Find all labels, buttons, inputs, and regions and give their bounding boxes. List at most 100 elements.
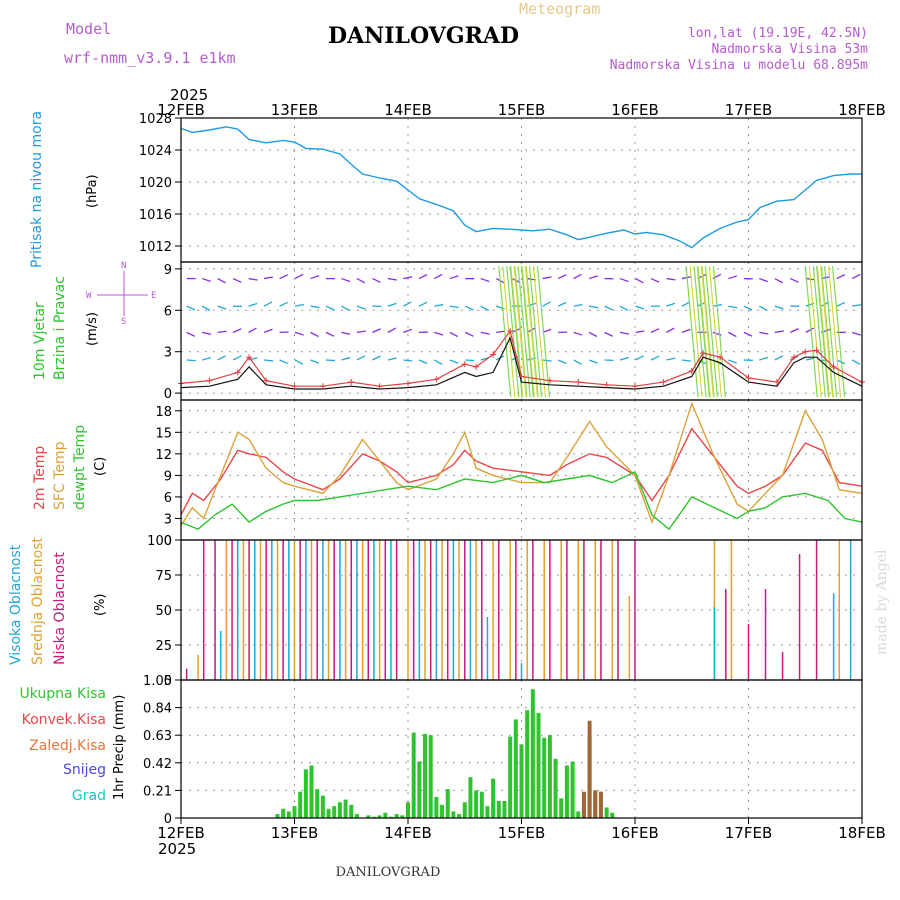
wind-arrow	[294, 303, 304, 307]
wind-arrow	[248, 327, 257, 333]
compass-s: S	[121, 317, 126, 327]
y-tick-label: 6	[164, 304, 172, 319]
wind-side-label-2: Brzina i Pravac	[52, 276, 68, 380]
wind-arrow	[387, 357, 397, 361]
temp-side-label-1: 2m Temp	[32, 446, 48, 510]
wind-arrow	[774, 355, 784, 361]
wind-arrow	[759, 356, 769, 361]
precip-bar	[400, 815, 405, 818]
footer-title: DANILOVGRAD	[336, 865, 441, 880]
wind-arrow	[403, 328, 413, 333]
wind-gust-streak	[528, 266, 543, 398]
wind-arrow	[635, 305, 645, 310]
y-tick-label: 100	[147, 534, 172, 549]
wind-arrow	[480, 305, 489, 311]
x-tick-label-top: 17FEB	[725, 101, 772, 119]
precip-bar	[434, 796, 439, 818]
gust-marker	[263, 377, 270, 384]
wind-arrow	[325, 305, 335, 311]
gust-marker	[319, 383, 326, 390]
wind-arrow	[387, 277, 397, 281]
precip-bar	[468, 777, 473, 818]
wind-gust-streak	[498, 266, 512, 398]
precip-bar	[530, 689, 535, 818]
wind-arrow	[201, 277, 211, 283]
series-line	[180, 427, 863, 516]
wind-arrow	[434, 359, 443, 365]
wind-arrow	[635, 277, 644, 284]
wind-arrow	[619, 277, 629, 283]
wind-arrow	[434, 273, 443, 280]
wind-arrow	[681, 276, 691, 280]
wind-arrow	[232, 355, 242, 361]
precip-bar	[587, 720, 592, 818]
compass-e: E	[151, 291, 156, 301]
compass-w: W	[86, 291, 92, 301]
wind-arrow	[588, 359, 598, 364]
wind-arrow	[263, 328, 273, 333]
precip-bar	[366, 815, 371, 818]
precip-bar	[519, 744, 524, 818]
wind-arrow	[464, 331, 474, 337]
y-tick-label: 0	[164, 812, 172, 827]
precip-bar	[502, 800, 507, 818]
wind-arrow	[356, 277, 366, 284]
wind-gust-streak	[700, 266, 715, 398]
precip-bar	[525, 710, 530, 818]
wind-arrow	[666, 357, 676, 361]
y-tick-label: 0	[164, 534, 172, 549]
wind-arrow	[852, 304, 862, 307]
wind-arrow	[279, 274, 288, 280]
gust-marker	[632, 383, 638, 390]
wind-arrow	[790, 328, 799, 333]
elevation-text: Nadmorska Visina 53m	[711, 42, 868, 57]
precip-bar	[564, 765, 569, 818]
credit-text: made by Angel	[874, 549, 890, 655]
wind-gust-streak	[708, 266, 723, 398]
wind-arrow	[372, 355, 381, 361]
wind-arrow	[449, 359, 459, 364]
wind-arrow	[728, 331, 737, 338]
wind-arrow	[557, 274, 567, 280]
x-tick-label-bottom: 14FEB	[384, 824, 431, 842]
precip-bar	[388, 816, 393, 818]
wind-arrow	[774, 330, 784, 334]
pressure-side-label: Pritisak na nivou mora	[29, 111, 45, 268]
gust-marker	[717, 354, 724, 361]
precip-bar	[281, 808, 286, 818]
wind-arrow	[464, 305, 474, 311]
precip-bar	[315, 789, 320, 818]
series-line	[180, 401, 863, 526]
y-tick-label: 9	[164, 263, 172, 278]
wind-arrow	[836, 274, 846, 280]
wind-arrow	[480, 277, 490, 283]
y-tick-label: 25	[155, 639, 172, 654]
wind-gust-streak	[820, 266, 834, 398]
wind-arrow	[310, 305, 320, 309]
wind-gust-streak	[536, 266, 551, 398]
gust-marker	[291, 383, 298, 390]
precip-bar	[508, 736, 513, 818]
wind-arrow	[279, 359, 289, 365]
wind-arrow	[542, 359, 552, 362]
wind-arrow	[294, 359, 304, 365]
gust-marker	[490, 351, 497, 358]
wind-arrow	[588, 275, 598, 280]
y-tick-label: 75	[155, 569, 172, 584]
precip-bar	[411, 732, 416, 818]
wind-arrow	[573, 331, 583, 336]
y-tick-label: 0.63	[143, 729, 172, 744]
y-tick-label: 9	[164, 469, 172, 484]
y-tick-label: 1028	[139, 112, 172, 127]
wind-arrow	[790, 277, 799, 283]
wind-gust-streak	[532, 266, 547, 398]
precip-bar	[406, 802, 410, 818]
precip-bar	[491, 778, 496, 818]
wind-arrow	[325, 331, 335, 337]
wind-gust-streak	[697, 266, 711, 398]
gust-marker	[773, 379, 780, 386]
gust-marker	[802, 348, 809, 355]
wind-arrow	[557, 301, 567, 307]
precip-bar	[275, 814, 280, 818]
